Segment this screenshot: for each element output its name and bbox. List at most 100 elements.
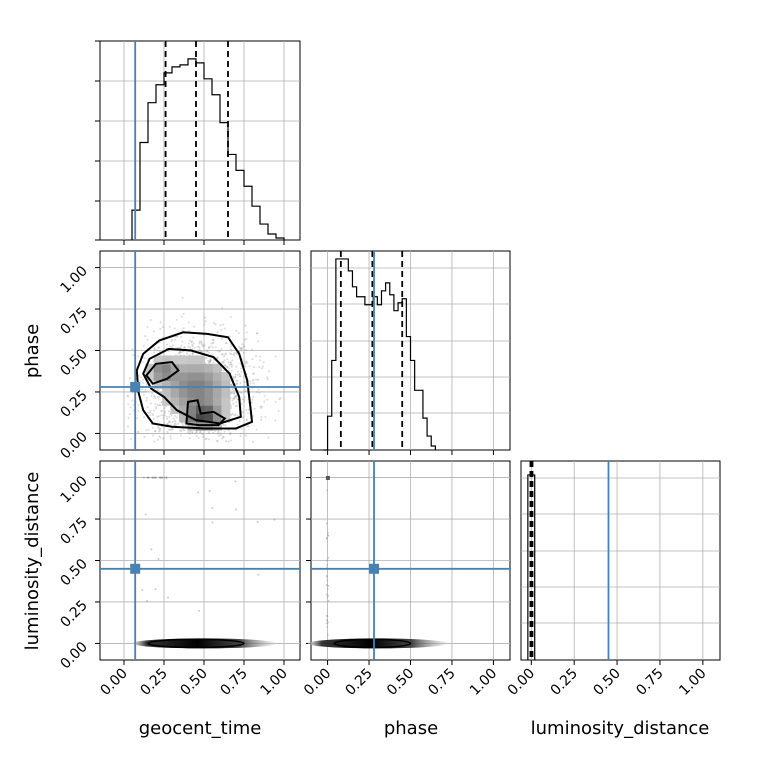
scatter-point bbox=[246, 362, 249, 365]
scatter-point bbox=[226, 366, 229, 369]
y-tick-label: 0.50 bbox=[57, 556, 90, 589]
scatter-point bbox=[178, 352, 181, 355]
scatter-point bbox=[230, 345, 233, 348]
scatter-point bbox=[174, 423, 177, 426]
scatter-point bbox=[154, 397, 157, 400]
scatter-point bbox=[235, 352, 238, 355]
scatter-point bbox=[154, 476, 157, 479]
scatter-point bbox=[211, 506, 214, 509]
density-cell bbox=[221, 405, 231, 415]
scatter-point bbox=[152, 414, 155, 417]
scatter-point bbox=[229, 348, 232, 351]
scatter-point bbox=[171, 428, 174, 431]
x-tick-label: 0.00 bbox=[301, 666, 334, 699]
scatter-point bbox=[163, 412, 166, 415]
scatter-point bbox=[200, 340, 203, 343]
y-tick-label: 0.25 bbox=[57, 387, 90, 420]
density-cell bbox=[212, 421, 222, 431]
x-tick-label: 1.00 bbox=[257, 666, 290, 699]
scatter-point bbox=[141, 361, 144, 364]
density-layer bbox=[132, 476, 276, 649]
scatter-point bbox=[214, 323, 217, 326]
scatter-point bbox=[231, 364, 234, 367]
density-cell bbox=[196, 388, 205, 398]
scatter-point bbox=[219, 432, 222, 435]
scatter-point bbox=[236, 423, 239, 426]
scatter-point bbox=[153, 351, 156, 354]
scatter-point bbox=[243, 398, 246, 401]
density-cell bbox=[153, 363, 163, 373]
scatter-point bbox=[237, 345, 240, 348]
x-tick-label: 0.75 bbox=[425, 666, 458, 699]
panel-luminosity-distance-histogram: 0.00 0.25 0.50 0.75 1.00 bbox=[505, 460, 721, 699]
scatter-point bbox=[243, 338, 246, 341]
x-axis-label-phase: phase bbox=[384, 718, 438, 739]
density-cell bbox=[179, 413, 189, 423]
scatter-point bbox=[240, 370, 243, 373]
scatter-point bbox=[226, 366, 229, 369]
scatter-point bbox=[156, 395, 159, 398]
scatter-point bbox=[151, 412, 154, 415]
scatter-point bbox=[238, 375, 241, 378]
scatter-point bbox=[245, 331, 248, 334]
scatter-point bbox=[160, 414, 163, 417]
scatter-point bbox=[127, 395, 130, 398]
scatter-point bbox=[166, 596, 169, 599]
scatter-point bbox=[278, 398, 281, 401]
scatter-point bbox=[161, 326, 164, 329]
scatter-point bbox=[163, 421, 166, 424]
density-cell bbox=[204, 372, 214, 381]
density-cell bbox=[196, 372, 205, 381]
density-cell bbox=[212, 396, 222, 406]
scatter-point bbox=[221, 353, 224, 356]
scatter-point bbox=[259, 355, 262, 358]
scatter-point bbox=[191, 345, 194, 348]
scatter-point bbox=[235, 508, 238, 511]
scatter-point bbox=[161, 409, 164, 412]
scatter-point bbox=[232, 375, 235, 378]
scatter-point bbox=[251, 379, 254, 382]
scatter-point bbox=[200, 341, 203, 344]
scatter-point bbox=[129, 437, 132, 440]
density-cell bbox=[212, 388, 222, 398]
scatter-point bbox=[171, 339, 174, 342]
scatter-point bbox=[160, 410, 163, 413]
scatter-point bbox=[234, 395, 237, 398]
scatter-point bbox=[256, 520, 259, 523]
density-layer bbox=[307, 475, 447, 649]
scatter-point bbox=[200, 343, 203, 346]
scatter-point bbox=[181, 350, 184, 353]
scatter-point bbox=[327, 534, 330, 537]
scatter-point bbox=[241, 416, 244, 419]
scatter-point bbox=[179, 351, 182, 354]
scatter-point bbox=[229, 414, 232, 417]
scatter-point bbox=[159, 427, 162, 430]
scatter-point bbox=[189, 346, 192, 349]
x-tick-label: 0.50 bbox=[591, 666, 624, 699]
scatter-point bbox=[262, 361, 265, 364]
scatter-point bbox=[229, 316, 232, 319]
scatter-point bbox=[180, 344, 183, 347]
scatter-point bbox=[214, 346, 217, 349]
x-tick-label: 0.25 bbox=[548, 666, 581, 699]
scatter-point bbox=[164, 410, 167, 413]
scatter-point bbox=[127, 417, 130, 420]
density-cell bbox=[145, 372, 155, 381]
scatter-point bbox=[174, 338, 177, 341]
scatter-point bbox=[218, 434, 221, 437]
scatter-point bbox=[252, 382, 255, 385]
scatter-point bbox=[232, 353, 235, 356]
scatter-point bbox=[236, 414, 239, 417]
x-axis-label-geocent-time: geocent_time bbox=[139, 718, 262, 739]
density-cell bbox=[204, 405, 214, 415]
scatter-point bbox=[253, 366, 256, 369]
scatter-point bbox=[218, 350, 221, 353]
scatter-point bbox=[238, 420, 241, 423]
scatter-point bbox=[145, 383, 148, 386]
scatter-point bbox=[230, 369, 233, 372]
scatter-point bbox=[222, 436, 225, 439]
scatter-point bbox=[159, 350, 162, 353]
scatter-point bbox=[152, 476, 155, 479]
scatter-point bbox=[191, 431, 194, 434]
